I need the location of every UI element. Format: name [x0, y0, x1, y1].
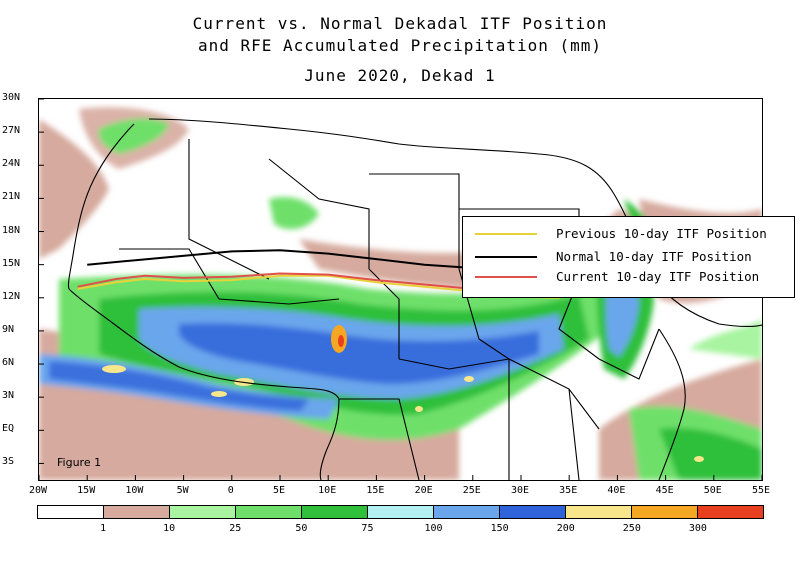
legend-label-previous: Previous 10-day ITF Position: [556, 226, 767, 241]
legend-label-normal: Normal 10-day ITF Position: [556, 249, 752, 264]
lon-tick-label: 20E: [414, 485, 433, 496]
lon-tick-label: 35E: [559, 485, 578, 496]
lon-tick-label: 55E: [751, 485, 771, 496]
itf-legend: Previous 10-day ITF Position Normal 10-d…: [462, 216, 795, 298]
lat-tick-label: 9N: [2, 323, 15, 335]
intense-rain-cells: [102, 279, 704, 462]
graticule-ticks: [39, 99, 762, 480]
colorbar-label: 75: [361, 523, 374, 534]
legend-swatch-normal: [475, 256, 537, 258]
precipitation-map: Previous 10-day ITF Position Normal 10-d…: [38, 98, 795, 481]
colorbar-cell: [104, 506, 170, 518]
colorbar-cell: [698, 506, 763, 518]
lon-tick-label: 5E: [272, 485, 286, 496]
legend-label-current: Current 10-day ITF Position: [556, 269, 760, 284]
lon-tick-label: 15W: [77, 485, 96, 496]
colorbar-label: 250: [622, 523, 641, 534]
lat-tick-label: 21N: [2, 191, 21, 203]
legend-item-previous: Previous 10-day ITF Position: [463, 224, 796, 244]
lon-tick-label: 0: [227, 485, 234, 496]
colorbar-label: 1: [100, 523, 107, 534]
colorbar-label: 25: [229, 523, 242, 534]
lon-tick-label: 25E: [462, 485, 481, 496]
lat-tick-label: 3N: [2, 390, 15, 402]
lat-tick-label: 30N: [2, 92, 21, 103]
lon-tick-label: 20W: [28, 485, 48, 496]
legend-swatch-previous: [475, 233, 537, 235]
lat-tick-label: 15N: [2, 257, 21, 269]
colorbar-label: 100: [424, 523, 443, 534]
colorbar-label: 10: [163, 523, 176, 534]
legend-item-normal: Normal 10-day ITF Position: [463, 247, 796, 267]
lon-tick-label: 30E: [510, 485, 530, 496]
lon-tick-label: 50E: [703, 485, 722, 496]
colorbar-label: 50: [295, 523, 308, 534]
chart-title-line1: Current vs. Normal Dekadal ITF Position: [192, 14, 608, 33]
lat-tick-label: 18N: [2, 224, 21, 236]
chart-title-line2: and RFE Accumulated Precipitation (mm): [197, 36, 603, 55]
colorbar-label: 150: [490, 523, 509, 534]
lon-tick-label: 40E: [607, 485, 626, 496]
lat-tick-label: 6N: [2, 357, 15, 369]
lat-tick-label: 27N: [2, 125, 21, 137]
colorbar-cell: [566, 506, 632, 518]
lat-tick-label: 24N: [2, 158, 21, 170]
lon-tick-label: 10W: [125, 485, 144, 496]
chart-subtitle: June 2020, Dekad 1: [304, 66, 496, 85]
colorbar-cell: [500, 506, 566, 518]
lon-tick-label: 15E: [366, 485, 385, 496]
legend-swatch-current: [475, 276, 537, 278]
colorbar-cell: [170, 506, 236, 518]
colorbar-label: 200: [556, 523, 575, 534]
country-borders: [67, 118, 762, 480]
lat-tick-label: 3S: [2, 456, 15, 468]
colorbar-cell: [38, 506, 104, 518]
colorbar-cell: [434, 506, 500, 518]
legend-item-current: Current 10-day ITF Position: [463, 267, 796, 287]
lon-tick-label: 10E: [318, 485, 337, 496]
colorbar-cell: [302, 506, 368, 518]
precip-colorbar: [37, 505, 764, 519]
lat-tick-label: 12N: [2, 290, 21, 302]
lon-tick-label: 45E: [655, 485, 674, 496]
lat-tick-label: EQ: [2, 423, 15, 435]
figure-label: Figure 1: [57, 456, 102, 469]
colorbar-label: 300: [688, 523, 707, 534]
colorbar-cell: [632, 506, 698, 518]
colorbar-cell: [236, 506, 302, 518]
lon-tick-label: 5W: [176, 485, 189, 496]
colorbar-cell: [368, 506, 434, 518]
